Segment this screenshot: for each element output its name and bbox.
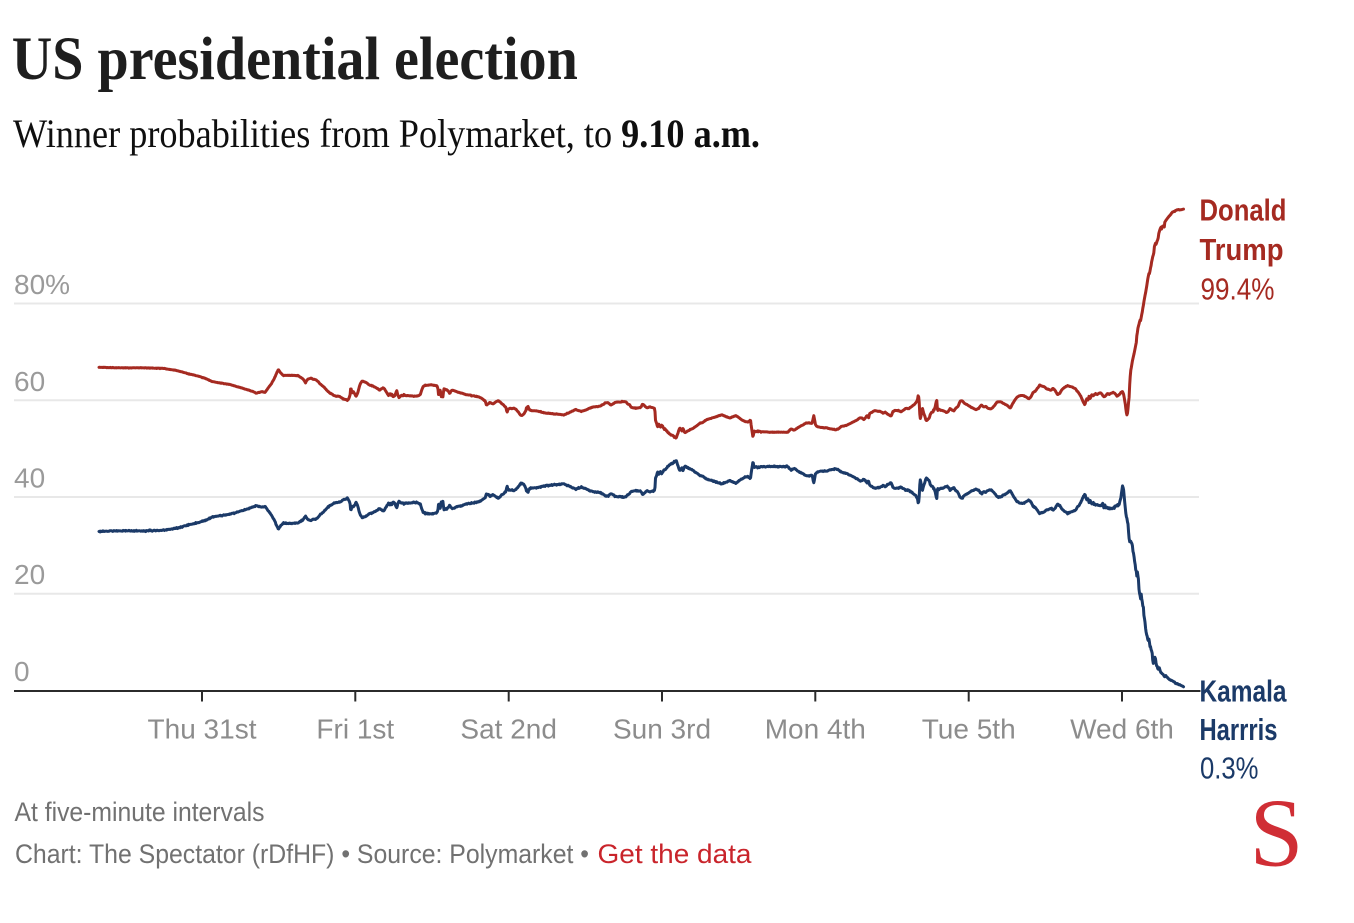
- svg-text:Donald: Donald: [1200, 192, 1287, 227]
- svg-text:Sat 2nd: Sat 2nd: [460, 714, 557, 745]
- svg-text:Chart: The Spectator (rDfHF) •: Chart: The Spectator (rDfHF) • Source: P…: [15, 839, 589, 869]
- svg-text:Thu 31st: Thu 31st: [148, 714, 257, 745]
- svg-text:At five-minute intervals: At five-minute intervals: [15, 797, 265, 827]
- svg-text:Tue 5th: Tue 5th: [922, 714, 1016, 745]
- svg-text:S: S: [1250, 780, 1304, 887]
- svg-text:Fri 1st: Fri 1st: [316, 714, 394, 745]
- svg-text:99.4%: 99.4%: [1201, 271, 1275, 306]
- svg-text:80%: 80%: [14, 269, 70, 300]
- svg-text:20: 20: [14, 559, 45, 590]
- svg-text:0.3%: 0.3%: [1200, 750, 1259, 785]
- svg-text:Sun 3rd: Sun 3rd: [613, 714, 711, 745]
- svg-text:Mon 4th: Mon 4th: [765, 714, 866, 745]
- svg-text:Winner probabilities from Poly: Winner probabilities from Polymarket, to…: [13, 111, 760, 156]
- svg-text:40: 40: [14, 463, 45, 494]
- svg-text:Wed 6th: Wed 6th: [1070, 714, 1174, 745]
- svg-text:0: 0: [14, 656, 30, 687]
- svg-text:Trump: Trump: [1200, 232, 1284, 267]
- svg-text:Get the data: Get the data: [598, 839, 753, 869]
- svg-text:Harrris: Harrris: [1200, 712, 1278, 747]
- svg-text:Kamala: Kamala: [1200, 673, 1288, 708]
- svg-text:60: 60: [14, 366, 45, 397]
- svg-text:US presidential election: US presidential election: [12, 25, 578, 93]
